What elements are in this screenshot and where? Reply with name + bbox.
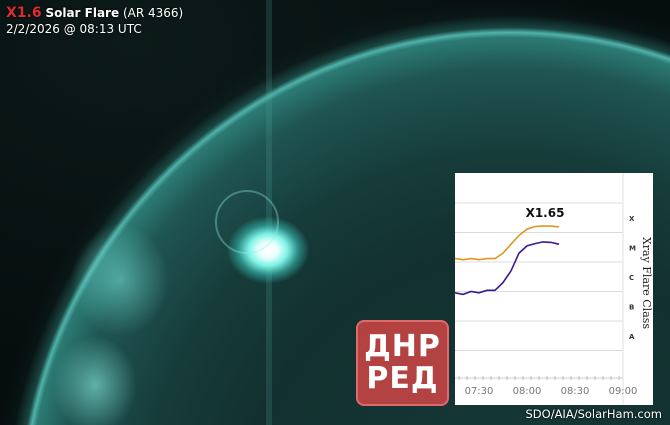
- active-region: (AR 4366): [122, 6, 184, 20]
- peak-annotation: X1.65: [526, 206, 565, 220]
- class-label: C: [629, 274, 634, 282]
- short-channel-line: [455, 241, 560, 296]
- x-tick-label: 08:30: [561, 386, 590, 397]
- x-tick-label: 09:00: [609, 386, 638, 397]
- x-tick-label: 08:00: [513, 386, 542, 397]
- xray-flux-chart: X M C B A 07:30 08:00 08:30 09:00 Xray Flare Clas…: [455, 173, 653, 405]
- class-label: B: [629, 303, 634, 311]
- long-channel-line: [455, 225, 560, 261]
- class-label: M: [629, 244, 636, 252]
- xray-flux-inset: X M C B A 07:30 08:00 08:30 09:00 Xray Flare Clas…: [455, 173, 653, 405]
- image-credit: SDO/AIA/SolarHam.com: [525, 407, 662, 421]
- watermark-line1: ДНР: [364, 329, 441, 364]
- class-label: A: [629, 333, 635, 341]
- flare-class: X1.6: [6, 5, 42, 21]
- watermark-logo: ДНР РЕД: [356, 320, 449, 406]
- x-tick-label: 07:30: [465, 386, 494, 397]
- y-axis-label: Xray Flare Class: [640, 237, 653, 329]
- watermark-line2: РЕД: [366, 361, 439, 396]
- flare-datetime: 2/2/2026 @ 08:13 UTC: [6, 22, 142, 36]
- class-label: X: [629, 215, 635, 223]
- image-caption: X1.6 Solar Flare (AR 4366) 2/2/2026 @ 08…: [6, 5, 183, 37]
- flare-label: Solar Flare: [45, 6, 120, 20]
- flare-loops: [215, 190, 279, 254]
